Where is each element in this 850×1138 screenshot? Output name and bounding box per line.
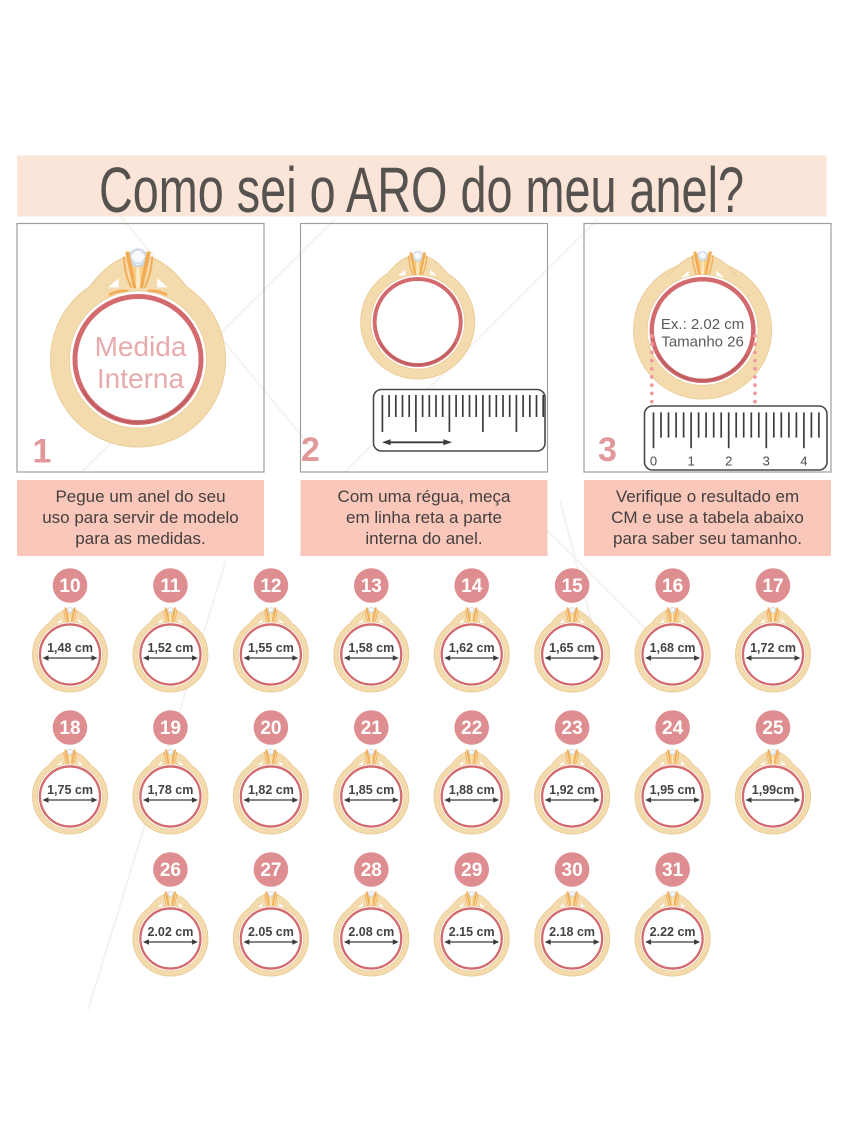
svg-text:25: 25 [762,718,784,739]
svg-text:30: 30 [562,860,583,881]
svg-text:Medida: Medida [95,331,187,362]
svg-text:24: 24 [662,718,684,739]
svg-text:2.02 cm: 2.02 cm [147,925,193,939]
svg-text:1,88 cm: 1,88 cm [449,783,495,797]
svg-text:4: 4 [800,454,807,469]
svg-text:2.18 cm: 2.18 cm [549,925,595,939]
svg-text:CM e use a tabela abaixo: CM e use a tabela abaixo [611,508,804,527]
svg-text:1,82 cm: 1,82 cm [248,783,294,797]
svg-text:Como sei o ARO do meu anel?: Como sei o ARO do meu anel? [99,154,744,226]
svg-text:1: 1 [33,433,52,471]
svg-text:2: 2 [725,454,732,469]
svg-text:11: 11 [160,576,181,597]
svg-text:1,78 cm: 1,78 cm [147,783,193,797]
svg-text:1,95 cm: 1,95 cm [650,783,696,797]
svg-text:1,99cm: 1,99cm [752,783,794,797]
svg-text:interna do anel.: interna do anel. [365,529,482,548]
svg-text:1,62 cm: 1,62 cm [449,641,495,655]
svg-text:16: 16 [662,576,683,597]
svg-text:1,92 cm: 1,92 cm [549,783,595,797]
svg-text:13: 13 [361,576,382,597]
svg-text:2.22 cm: 2.22 cm [650,925,696,939]
svg-text:1,75 cm: 1,75 cm [47,783,93,797]
svg-text:2.05 cm: 2.05 cm [248,925,294,939]
svg-text:22: 22 [461,718,482,739]
svg-text:2: 2 [301,431,320,469]
svg-text:uso para servir de modelo: uso para servir de modelo [42,508,239,527]
svg-text:2.08 cm: 2.08 cm [348,925,394,939]
svg-text:Verifique o resultado em: Verifique o resultado em [616,487,799,506]
svg-text:31: 31 [662,860,684,881]
svg-text:3: 3 [598,431,617,469]
svg-text:1,58 cm: 1,58 cm [348,641,394,655]
svg-text:17: 17 [762,576,783,597]
svg-text:1,68 cm: 1,68 cm [650,641,696,655]
svg-text:15: 15 [562,576,584,597]
svg-text:12: 12 [260,576,281,597]
svg-text:Interna: Interna [97,363,185,394]
svg-text:em linha reta a parte: em linha reta a parte [346,508,502,527]
svg-text:23: 23 [562,718,583,739]
svg-text:3: 3 [763,454,770,469]
svg-text:1: 1 [687,454,694,469]
svg-text:20: 20 [260,718,281,739]
svg-text:Tamanho 26: Tamanho 26 [661,334,744,351]
svg-text:21: 21 [361,718,383,739]
svg-text:1,65 cm: 1,65 cm [549,641,595,655]
svg-text:10: 10 [59,576,80,597]
svg-text:Com uma régua, meça: Com uma régua, meça [338,487,511,506]
svg-text:1,85 cm: 1,85 cm [348,783,394,797]
svg-text:Ex.: 2.02 cm: Ex.: 2.02 cm [661,316,744,333]
svg-text:19: 19 [160,718,181,739]
svg-text:29: 29 [461,860,482,881]
svg-text:14: 14 [461,576,483,597]
svg-text:28: 28 [361,860,382,881]
svg-text:1,55 cm: 1,55 cm [248,641,294,655]
svg-text:0: 0 [650,454,657,469]
svg-text:para saber seu tamanho.: para saber seu tamanho. [613,529,802,548]
svg-text:Pegue um anel do seu: Pegue um anel do seu [55,487,225,506]
svg-text:para as medidas.: para as medidas. [75,529,205,548]
svg-text:2.15 cm: 2.15 cm [449,925,495,939]
svg-text:1,48 cm: 1,48 cm [47,641,93,655]
svg-text:26: 26 [160,860,181,881]
svg-text:27: 27 [260,860,281,881]
svg-text:1,52 cm: 1,52 cm [147,641,193,655]
svg-text:18: 18 [59,718,80,739]
svg-text:1,72 cm: 1,72 cm [750,641,796,655]
